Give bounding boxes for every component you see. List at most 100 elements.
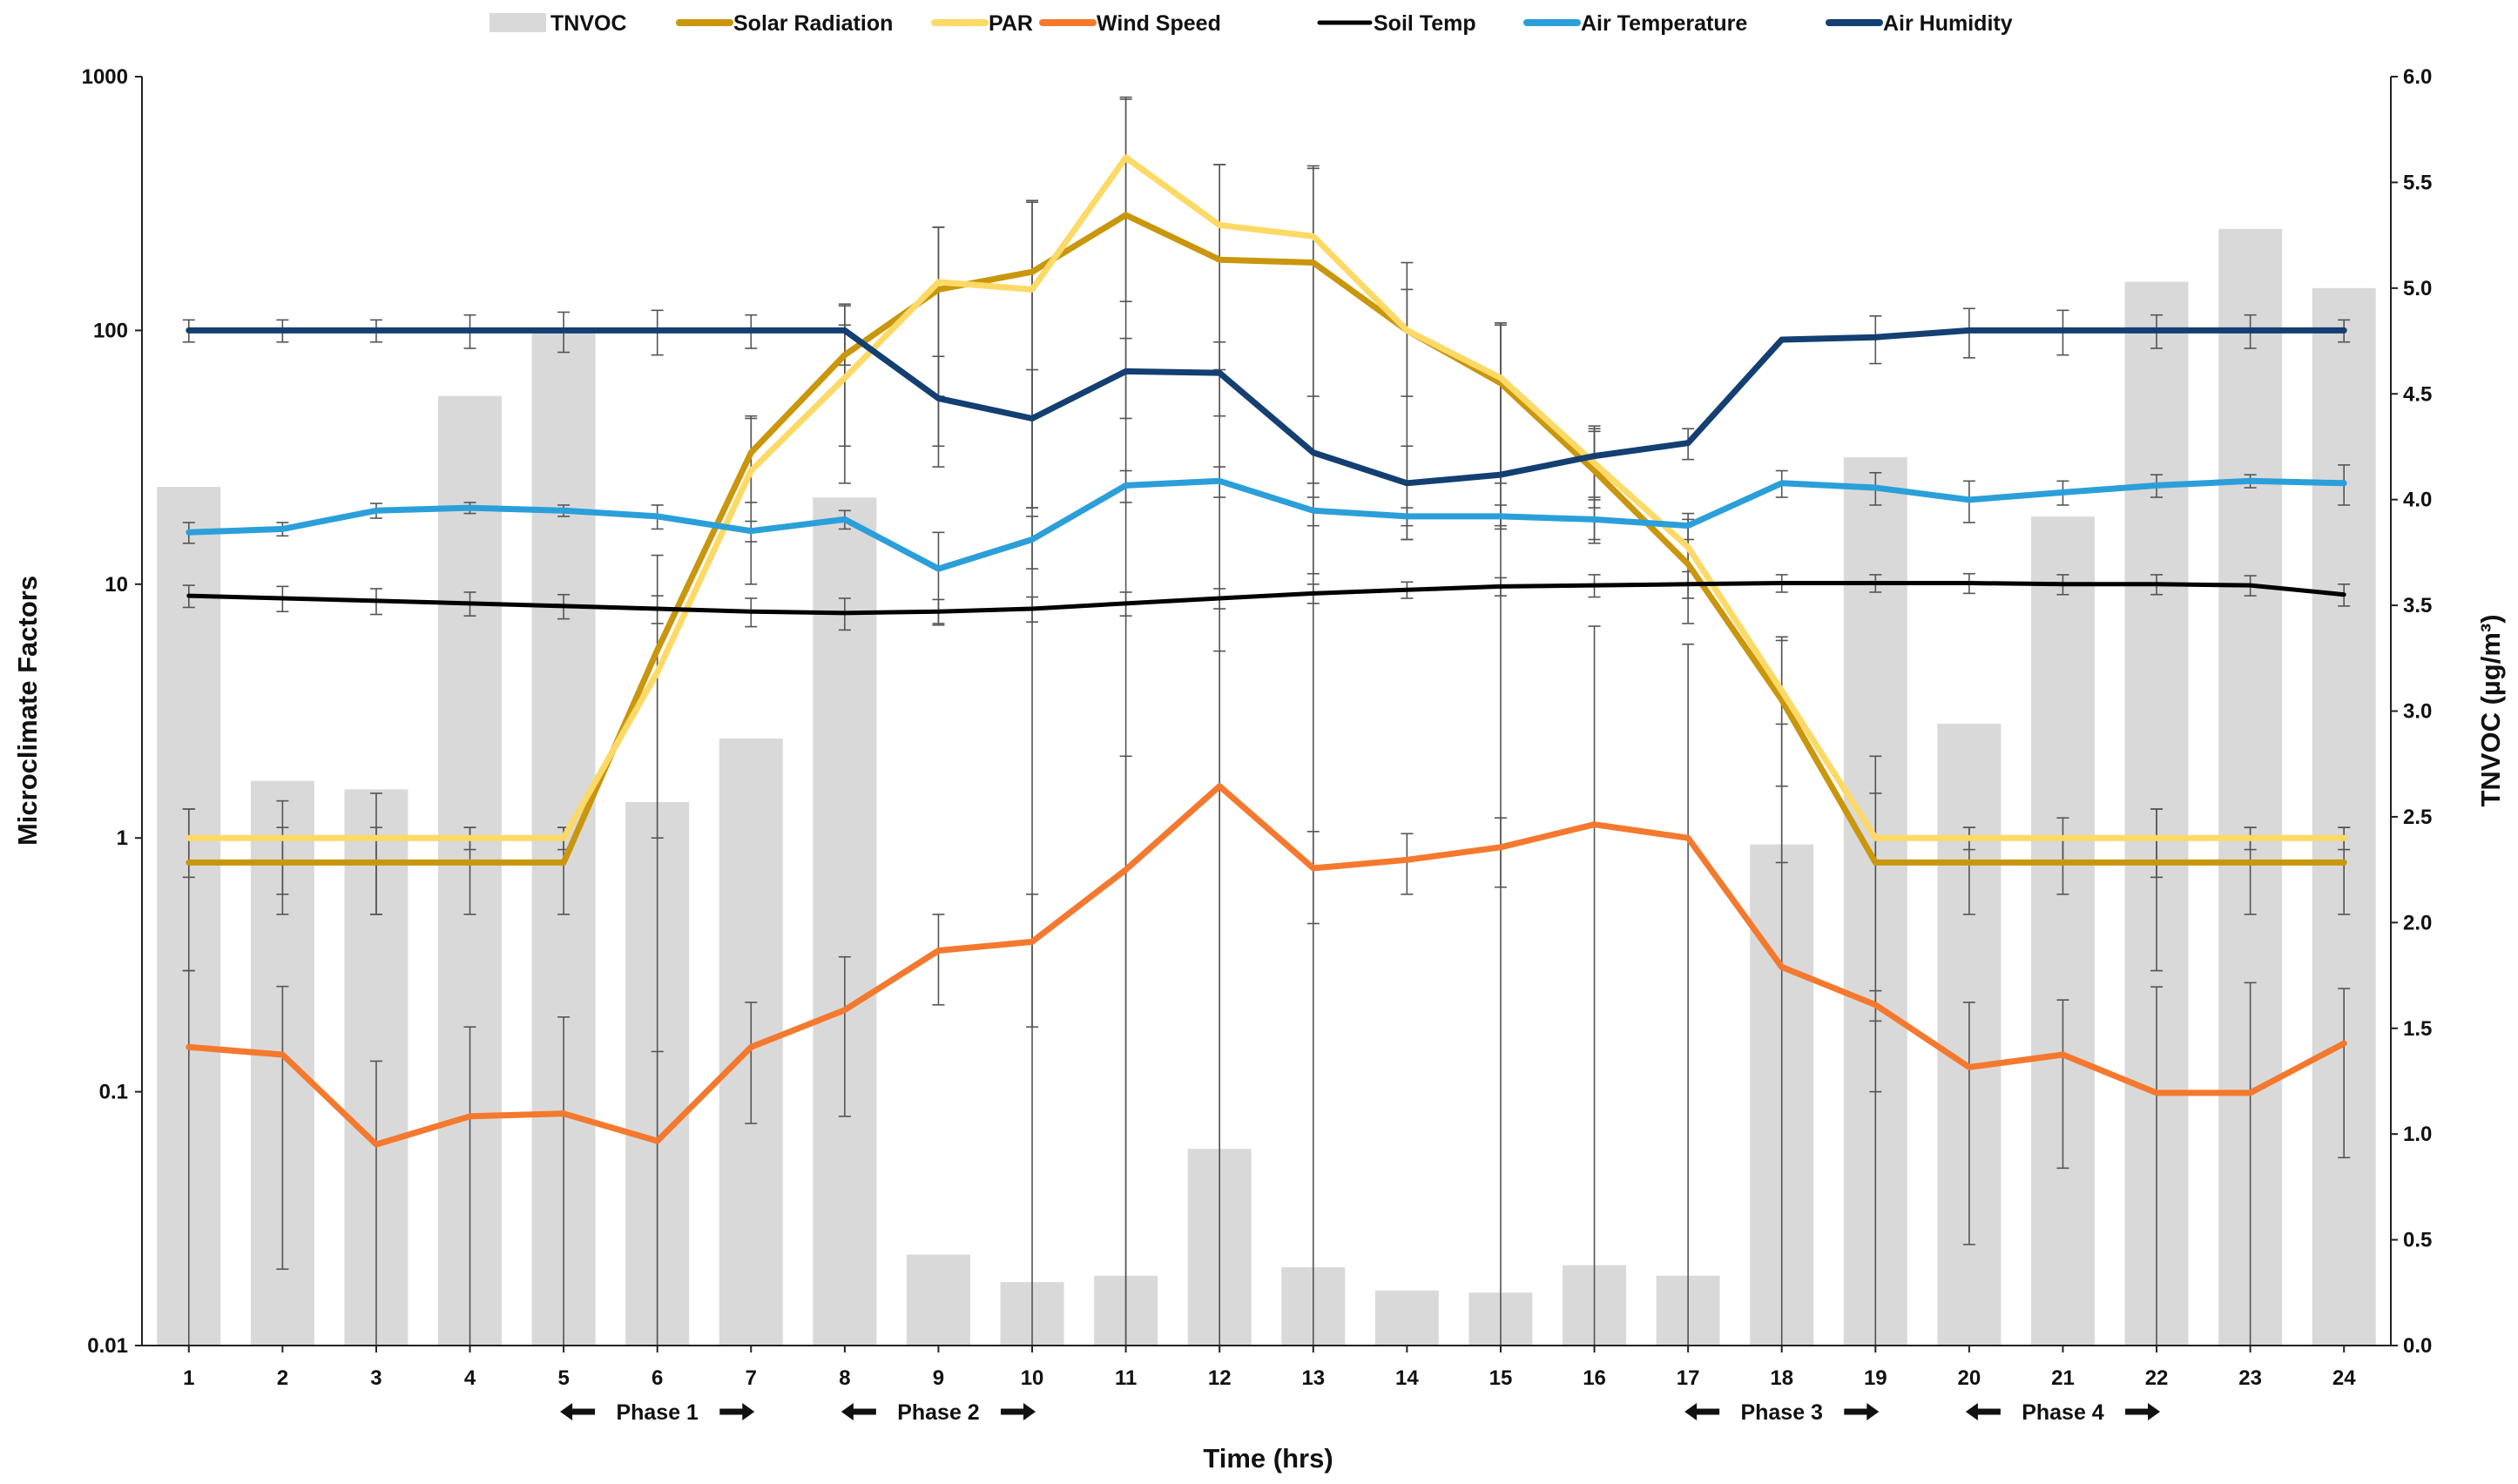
phase-annotation-4: Phase 4 [1965,1400,2161,1425]
left-tick-label: 1 [117,826,128,850]
error-bar-par-11 [1119,96,1132,302]
error-bar-air-humidity-15 [1494,322,1507,1346]
left-tick-label: 100 [93,319,128,342]
phase-arrow-left-icon [560,1403,596,1420]
error-bar-wind-speed-13 [1306,831,1320,925]
legend-item-air-humidity: Air Humidity [1826,11,2013,36]
phase-annotation-1: Phase 1 [560,1400,755,1425]
x-tick-label: 3 [370,1366,381,1390]
series-line-soil-temp [186,581,2346,616]
right-tick-label: 0.0 [2403,1334,2432,1358]
phase-arrow-right-icon [1001,1403,1036,1420]
phase-label: Phase 3 [1740,1400,1823,1425]
x-tick-label: 15 [1489,1366,1513,1390]
left-tick-label: 0.01 [87,1334,128,1358]
error-bar-wind-speed-4 [463,1026,476,1346]
axes: 0.01 0.1 1 10 100 1000 0.0 0.5 1.0 1.5 2.0 2.5 3.0 3.… [12,65,2506,1474]
error-bar-wind-speed-2 [276,985,289,1271]
error-bar-par-14 [1401,288,1414,397]
x-tick-label: 4 [464,1366,476,1390]
error-bar-air-humidity-13 [1306,395,1320,575]
right-tick-label: 4.5 [2403,382,2432,406]
error-bar-wind-speed-17 [1682,643,1695,1346]
x-tick-label: 20 [1958,1366,1981,1390]
legend-item-par: PAR [931,11,1033,36]
x-tick-label: 11 [1115,1366,1137,1390]
error-bar-wind-speed-8 [838,955,851,1117]
error-bar-par-7 [745,415,758,585]
phase-label: Phase 1 [616,1400,699,1425]
error-bar-wind-speed-18 [1775,723,1788,1346]
x-tick-label: 19 [1864,1366,1887,1390]
x-tick-label: 24 [2332,1366,2356,1390]
phase-arrow-right-icon [719,1403,755,1420]
phase-annotations: Phase 1 Phase 2 Phase 3 Phase 4 [560,1400,2161,1425]
tnvoc-bar-9 [906,1254,970,1346]
legend-label: Air Temperature [1581,11,1747,36]
error-bar-par-3 [369,793,382,915]
right-tick-label: 2.5 [2403,806,2432,829]
error-bar-par-19 [1869,755,1882,1346]
phase-arrow-left-icon [1965,1403,2001,1420]
phase-arrow-left-icon [840,1403,876,1420]
right-tick-label: 0.5 [2403,1229,2432,1252]
x-tick-label: 1 [183,1366,194,1390]
x-axis-title: Time (hrs) [1203,1443,1333,1474]
error-bar-par-1 [182,808,195,879]
legend-label: Air Humidity [1883,11,2013,36]
error-bar-par-2 [276,799,289,895]
phase-arrow-left-icon [1684,1403,1720,1420]
right-tick-label: 4.0 [2403,489,2432,512]
phase-arrow-right-icon [2125,1403,2161,1420]
legend-label: Solar Radiation [733,11,893,36]
series-line-solar-radiation [186,212,2347,866]
error-bar-wind-speed-1 [182,969,195,1346]
right-tick-label: 2.0 [2403,911,2432,934]
x-tick-label: 5 [557,1366,569,1390]
error-bar-air-humidity-10 [1026,368,1039,509]
left-axis-title: Microclimate Factors [12,576,43,846]
right-tick-label: 3.5 [2403,594,2432,617]
legend-swatch [489,13,546,32]
error-bar-wind-speed-22 [2150,986,2164,1346]
legend-item-wind-speed: Wind Speed [1039,11,1221,36]
phase-label: Phase 4 [2022,1400,2104,1425]
x-tick-label: 16 [1583,1366,1606,1390]
legend-item-solar-radiation: Solar Radiation [676,11,893,36]
right-axis-title: TNVOC (µg/m³) [2475,614,2506,806]
error-bar-wind-speed-21 [2056,999,2069,1170]
error-bar-wind-speed-16 [1588,625,1601,1346]
legend-item-air-temperature: Air Temperature [1523,11,1747,36]
tnvoc-bar-14 [1374,1290,1439,1346]
phase-arrow-right-icon [1844,1403,1880,1420]
x-tick-label: 13 [1301,1366,1325,1390]
phase-label: Phase 2 [897,1400,980,1425]
x-tick-label: 10 [1021,1366,1044,1390]
error-bar-wind-speed-5 [557,1015,570,1346]
series-line-wind-speed [186,783,2347,1148]
x-tick-label: 23 [2238,1366,2262,1390]
error-bar-air-humidity-9 [932,355,945,468]
error-bar-wind-speed-7 [745,1002,758,1124]
error-bar-wind-speed-23 [2244,981,2257,1346]
x-tick-label: 8 [839,1366,850,1390]
error-bar-wind-speed-10 [1026,894,1039,1029]
error-bars [182,96,2351,1346]
legend-label: Wind Speed [1097,11,1221,36]
left-tick-label: 10 [105,573,128,597]
right-tick-label: 1.0 [2403,1123,2432,1146]
left-tick-label: 0.1 [99,1081,128,1104]
error-bar-wind-speed-9 [932,914,945,1006]
x-tick-label: 7 [746,1366,757,1390]
error-bar-wind-speed-14 [1401,833,1414,895]
x-tick-label: 6 [651,1366,663,1390]
error-bar-air-humidity-11 [1119,337,1132,420]
error-bar-wind-speed-24 [2338,988,2351,1159]
x-tick-label: 12 [1208,1366,1232,1390]
legend-label: TNVOC [550,11,627,36]
x-tick-label: 21 [2051,1366,2075,1390]
x-tick-label: 9 [933,1366,944,1390]
error-bar-wind-speed-11 [1119,755,1132,1346]
right-tick-label: 5.0 [2403,277,2432,300]
series-line-par [186,154,2347,841]
